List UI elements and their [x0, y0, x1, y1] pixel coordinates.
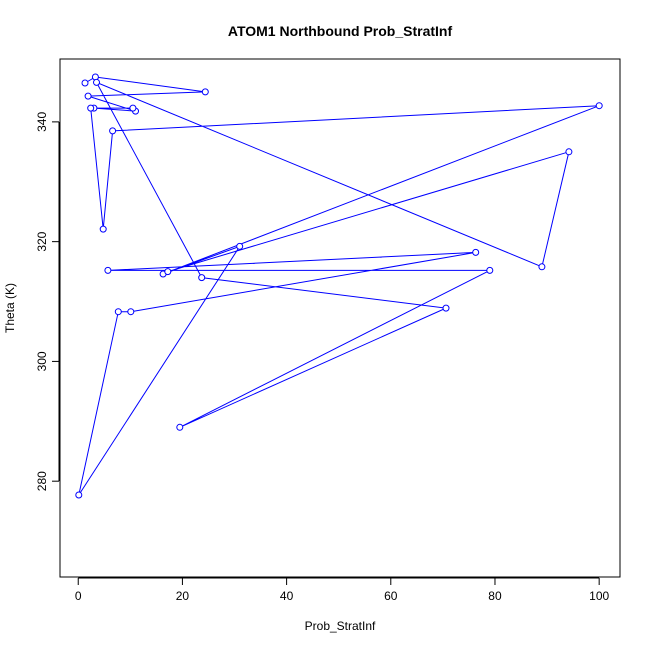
x-tick-label: 80 [488, 589, 502, 603]
data-point [442, 304, 450, 312]
data-point [104, 266, 112, 274]
chart-title: ATOM1 Northbound Prob_StratInf [228, 23, 453, 39]
data-point [109, 127, 117, 135]
x-axis-label: Prob_StratInf [305, 619, 376, 633]
data-point [75, 491, 83, 499]
data-point [127, 308, 135, 316]
data-point [486, 266, 494, 274]
data-point [129, 104, 137, 112]
x-tick-label: 100 [589, 589, 609, 603]
y-tick-label: 320 [35, 231, 49, 251]
data-point [93, 78, 100, 86]
x-tick-label: 60 [384, 589, 398, 603]
plot-area [59, 58, 621, 578]
data-point [198, 274, 206, 282]
data-point [114, 308, 122, 316]
data-point [84, 92, 92, 100]
y-axis-label: Theta (K) [3, 283, 17, 333]
y-tick-label: 280 [35, 471, 49, 491]
x-tick-label: 40 [280, 589, 294, 603]
series-layer [75, 73, 603, 499]
plot-frame [59, 58, 621, 578]
data-point [201, 88, 209, 96]
y-tick-label: 300 [35, 351, 49, 371]
data-point [472, 248, 480, 256]
data-point [164, 268, 172, 276]
y-tick-label: 340 [35, 112, 49, 132]
data-point [538, 263, 546, 271]
data-point [595, 102, 603, 110]
data-point [81, 79, 89, 87]
data-point [236, 242, 244, 250]
data-point [176, 423, 184, 431]
x-axis: 0 20 40 60 80 100 [75, 577, 609, 603]
data-point [565, 148, 573, 156]
x-tick-label: 20 [176, 589, 190, 603]
series-line [78, 76, 600, 496]
x-tick-label: 0 [75, 589, 82, 603]
y-axis: 280 300 320 340 [35, 112, 60, 491]
data-point [87, 104, 95, 112]
data-point [99, 225, 107, 233]
